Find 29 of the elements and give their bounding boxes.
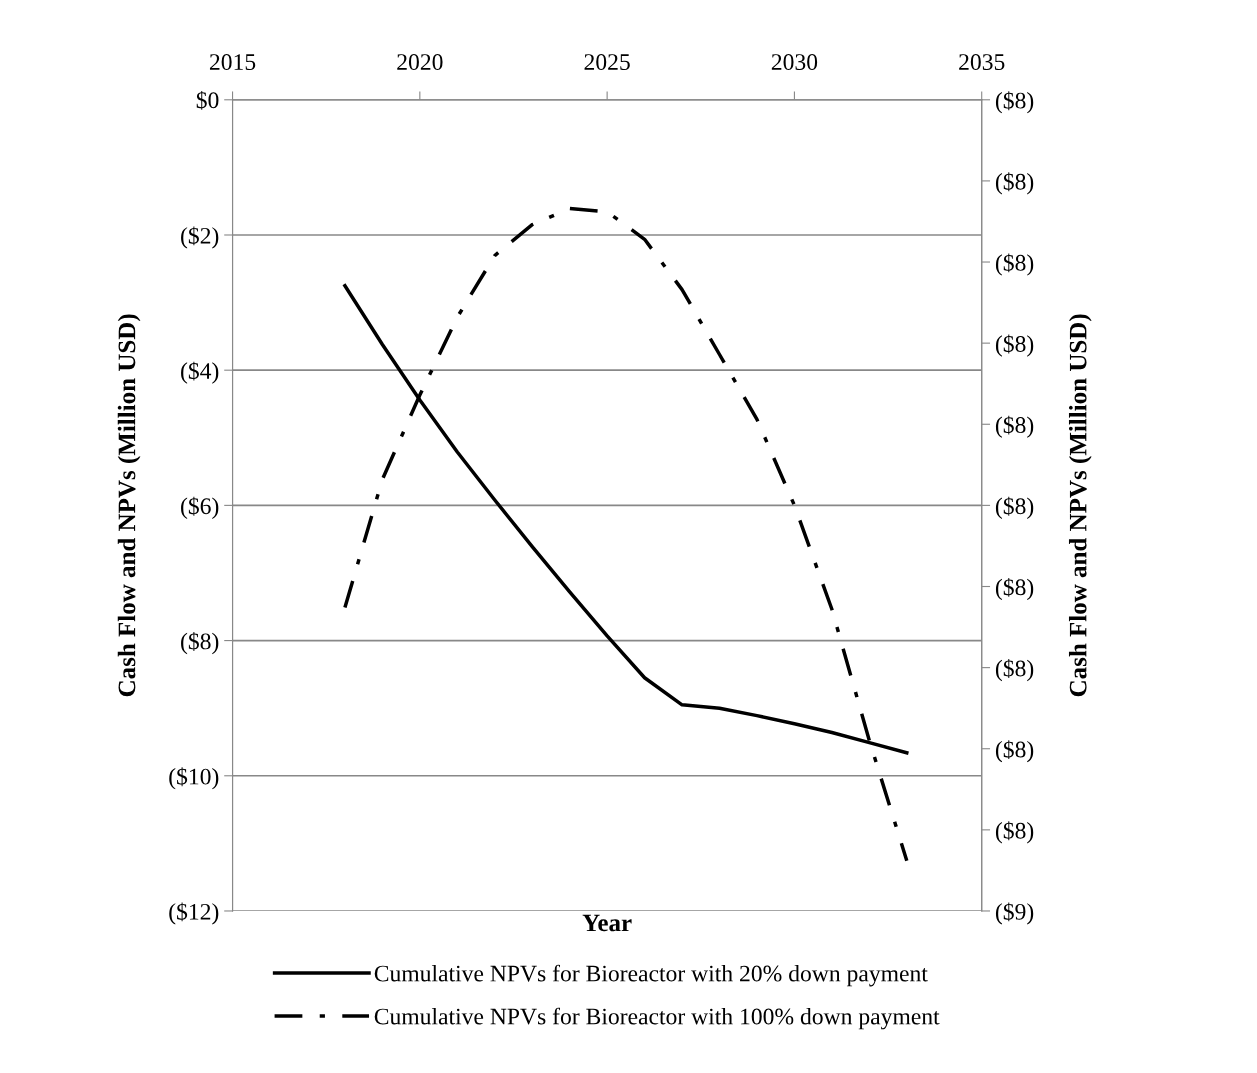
y-tick-label: ($6) (181, 496, 219, 519)
y2-tick-label: ($8) (995, 91, 1034, 114)
x-tick-label: 2035 (959, 54, 1005, 70)
y2-tick-label: ($8) (995, 334, 1034, 357)
x-tick-label: 2025 (584, 54, 630, 70)
y2-tick-label: ($9) (995, 902, 1034, 925)
y-tick-label: ($10) (169, 767, 219, 790)
x-tick-label: 2020 (397, 54, 443, 70)
y2-tick-label: ($8) (995, 577, 1034, 601)
y-tick-label: ($2) (181, 226, 219, 249)
line-series (343, 206, 909, 863)
y-tick-label: ($8) (181, 632, 219, 655)
y2-tick-label: ($8) (995, 253, 1034, 276)
y2-tick-label: ($8) (995, 821, 1034, 844)
x-axis-title: Year (582, 914, 632, 932)
y2-tick-label: ($8) (995, 172, 1034, 195)
legend-label: Cumulative NPVs for Bioreactor with 100% down payment (374, 1007, 940, 1030)
y-axis-title: Cash Flow and NPVs (Million USD) (117, 314, 141, 697)
y2-axis-title: Cash Flow and NPVs (Million USD) (1068, 314, 1092, 697)
y-tick-label: ($4) (181, 361, 219, 384)
y-tick-label: ($12) (169, 902, 219, 925)
y2-tick-label: ($8) (995, 740, 1034, 763)
legend-label: Cumulative NPVs for Bioreactor with 20% down payment (374, 964, 928, 987)
x-tick-label: 2030 (771, 54, 818, 70)
x-tick-label: 2015 (209, 54, 256, 70)
y-tick-label: $0 (196, 90, 219, 110)
y2-tick-label: ($8) (995, 659, 1034, 682)
y2-tick-label: ($8) (995, 496, 1034, 519)
y2-tick-label: ($8) (995, 415, 1034, 438)
